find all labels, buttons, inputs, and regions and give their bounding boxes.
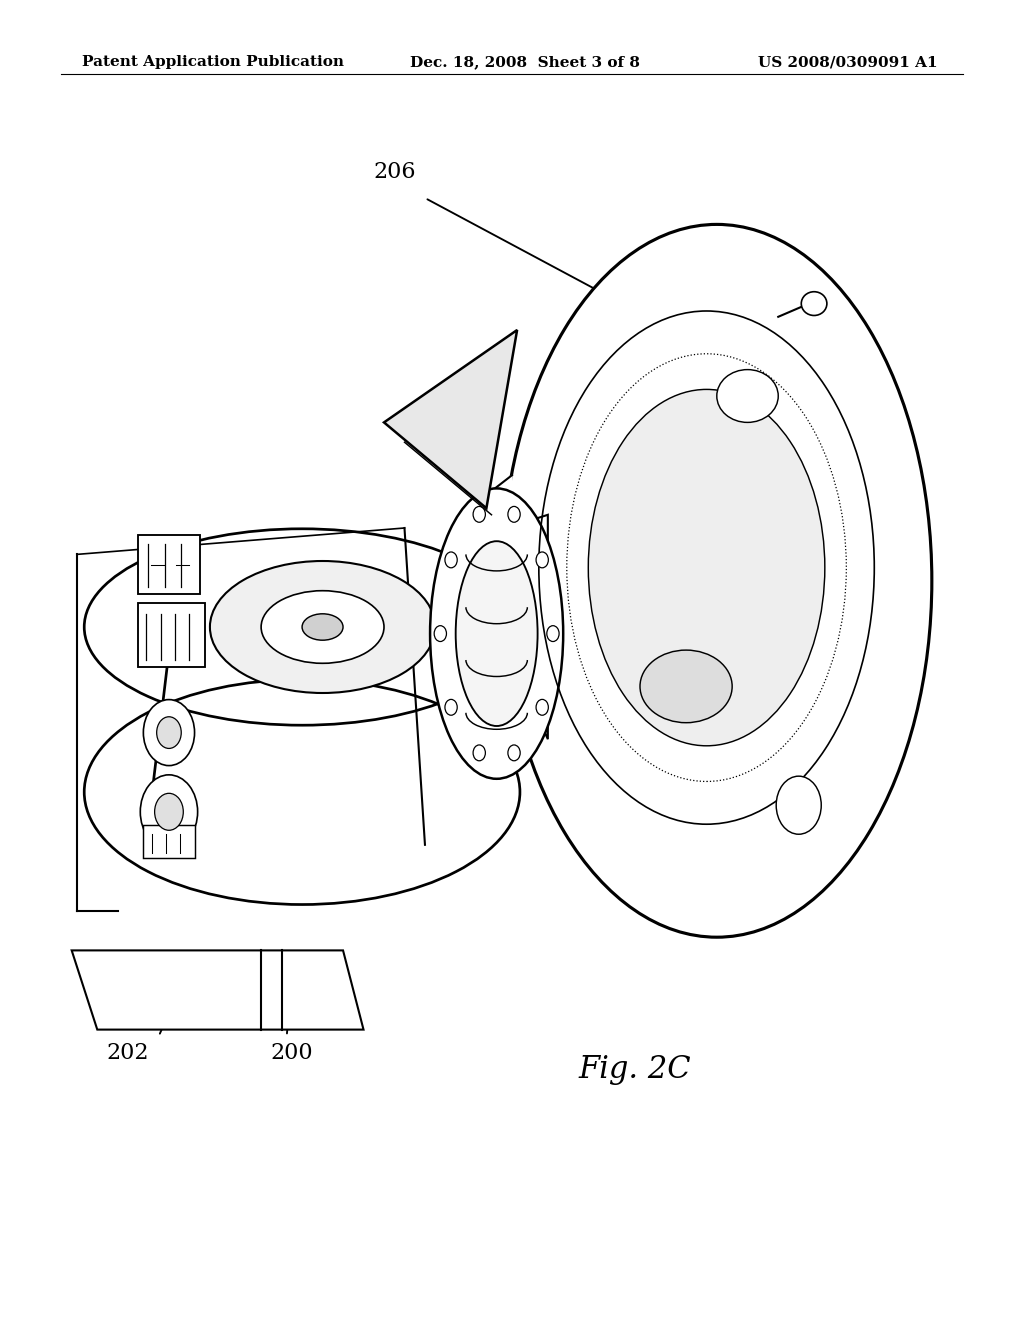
Circle shape bbox=[536, 552, 548, 568]
Ellipse shape bbox=[302, 614, 343, 640]
FancyBboxPatch shape bbox=[143, 825, 195, 858]
Circle shape bbox=[508, 744, 520, 760]
Circle shape bbox=[508, 507, 520, 523]
Circle shape bbox=[473, 507, 485, 523]
Polygon shape bbox=[507, 515, 548, 739]
Ellipse shape bbox=[430, 488, 563, 779]
Ellipse shape bbox=[717, 370, 778, 422]
Ellipse shape bbox=[210, 561, 435, 693]
Ellipse shape bbox=[640, 651, 732, 722]
Text: 202: 202 bbox=[106, 1043, 150, 1064]
Polygon shape bbox=[440, 475, 512, 660]
Text: 206: 206 bbox=[373, 161, 416, 182]
Polygon shape bbox=[72, 950, 364, 1030]
Text: Patent Application Publication: Patent Application Publication bbox=[82, 55, 344, 70]
Ellipse shape bbox=[456, 541, 538, 726]
FancyBboxPatch shape bbox=[138, 603, 205, 667]
Ellipse shape bbox=[261, 590, 384, 663]
Circle shape bbox=[155, 793, 183, 830]
FancyBboxPatch shape bbox=[138, 535, 200, 594]
Circle shape bbox=[157, 717, 181, 748]
Circle shape bbox=[143, 700, 195, 766]
Text: Dec. 18, 2008  Sheet 3 of 8: Dec. 18, 2008 Sheet 3 of 8 bbox=[410, 55, 640, 70]
Text: US 2008/0309091 A1: US 2008/0309091 A1 bbox=[758, 55, 937, 70]
Ellipse shape bbox=[588, 389, 825, 746]
Circle shape bbox=[776, 776, 821, 834]
Circle shape bbox=[140, 775, 198, 849]
Circle shape bbox=[536, 700, 548, 715]
Circle shape bbox=[547, 626, 559, 642]
Text: Fig. 2C: Fig. 2C bbox=[579, 1053, 691, 1085]
Circle shape bbox=[445, 552, 458, 568]
Circle shape bbox=[445, 700, 458, 715]
Circle shape bbox=[473, 744, 485, 760]
Ellipse shape bbox=[93, 568, 510, 858]
Ellipse shape bbox=[502, 224, 932, 937]
Ellipse shape bbox=[801, 292, 826, 315]
Polygon shape bbox=[384, 330, 517, 508]
Circle shape bbox=[434, 626, 446, 642]
Text: 200: 200 bbox=[270, 1043, 313, 1064]
